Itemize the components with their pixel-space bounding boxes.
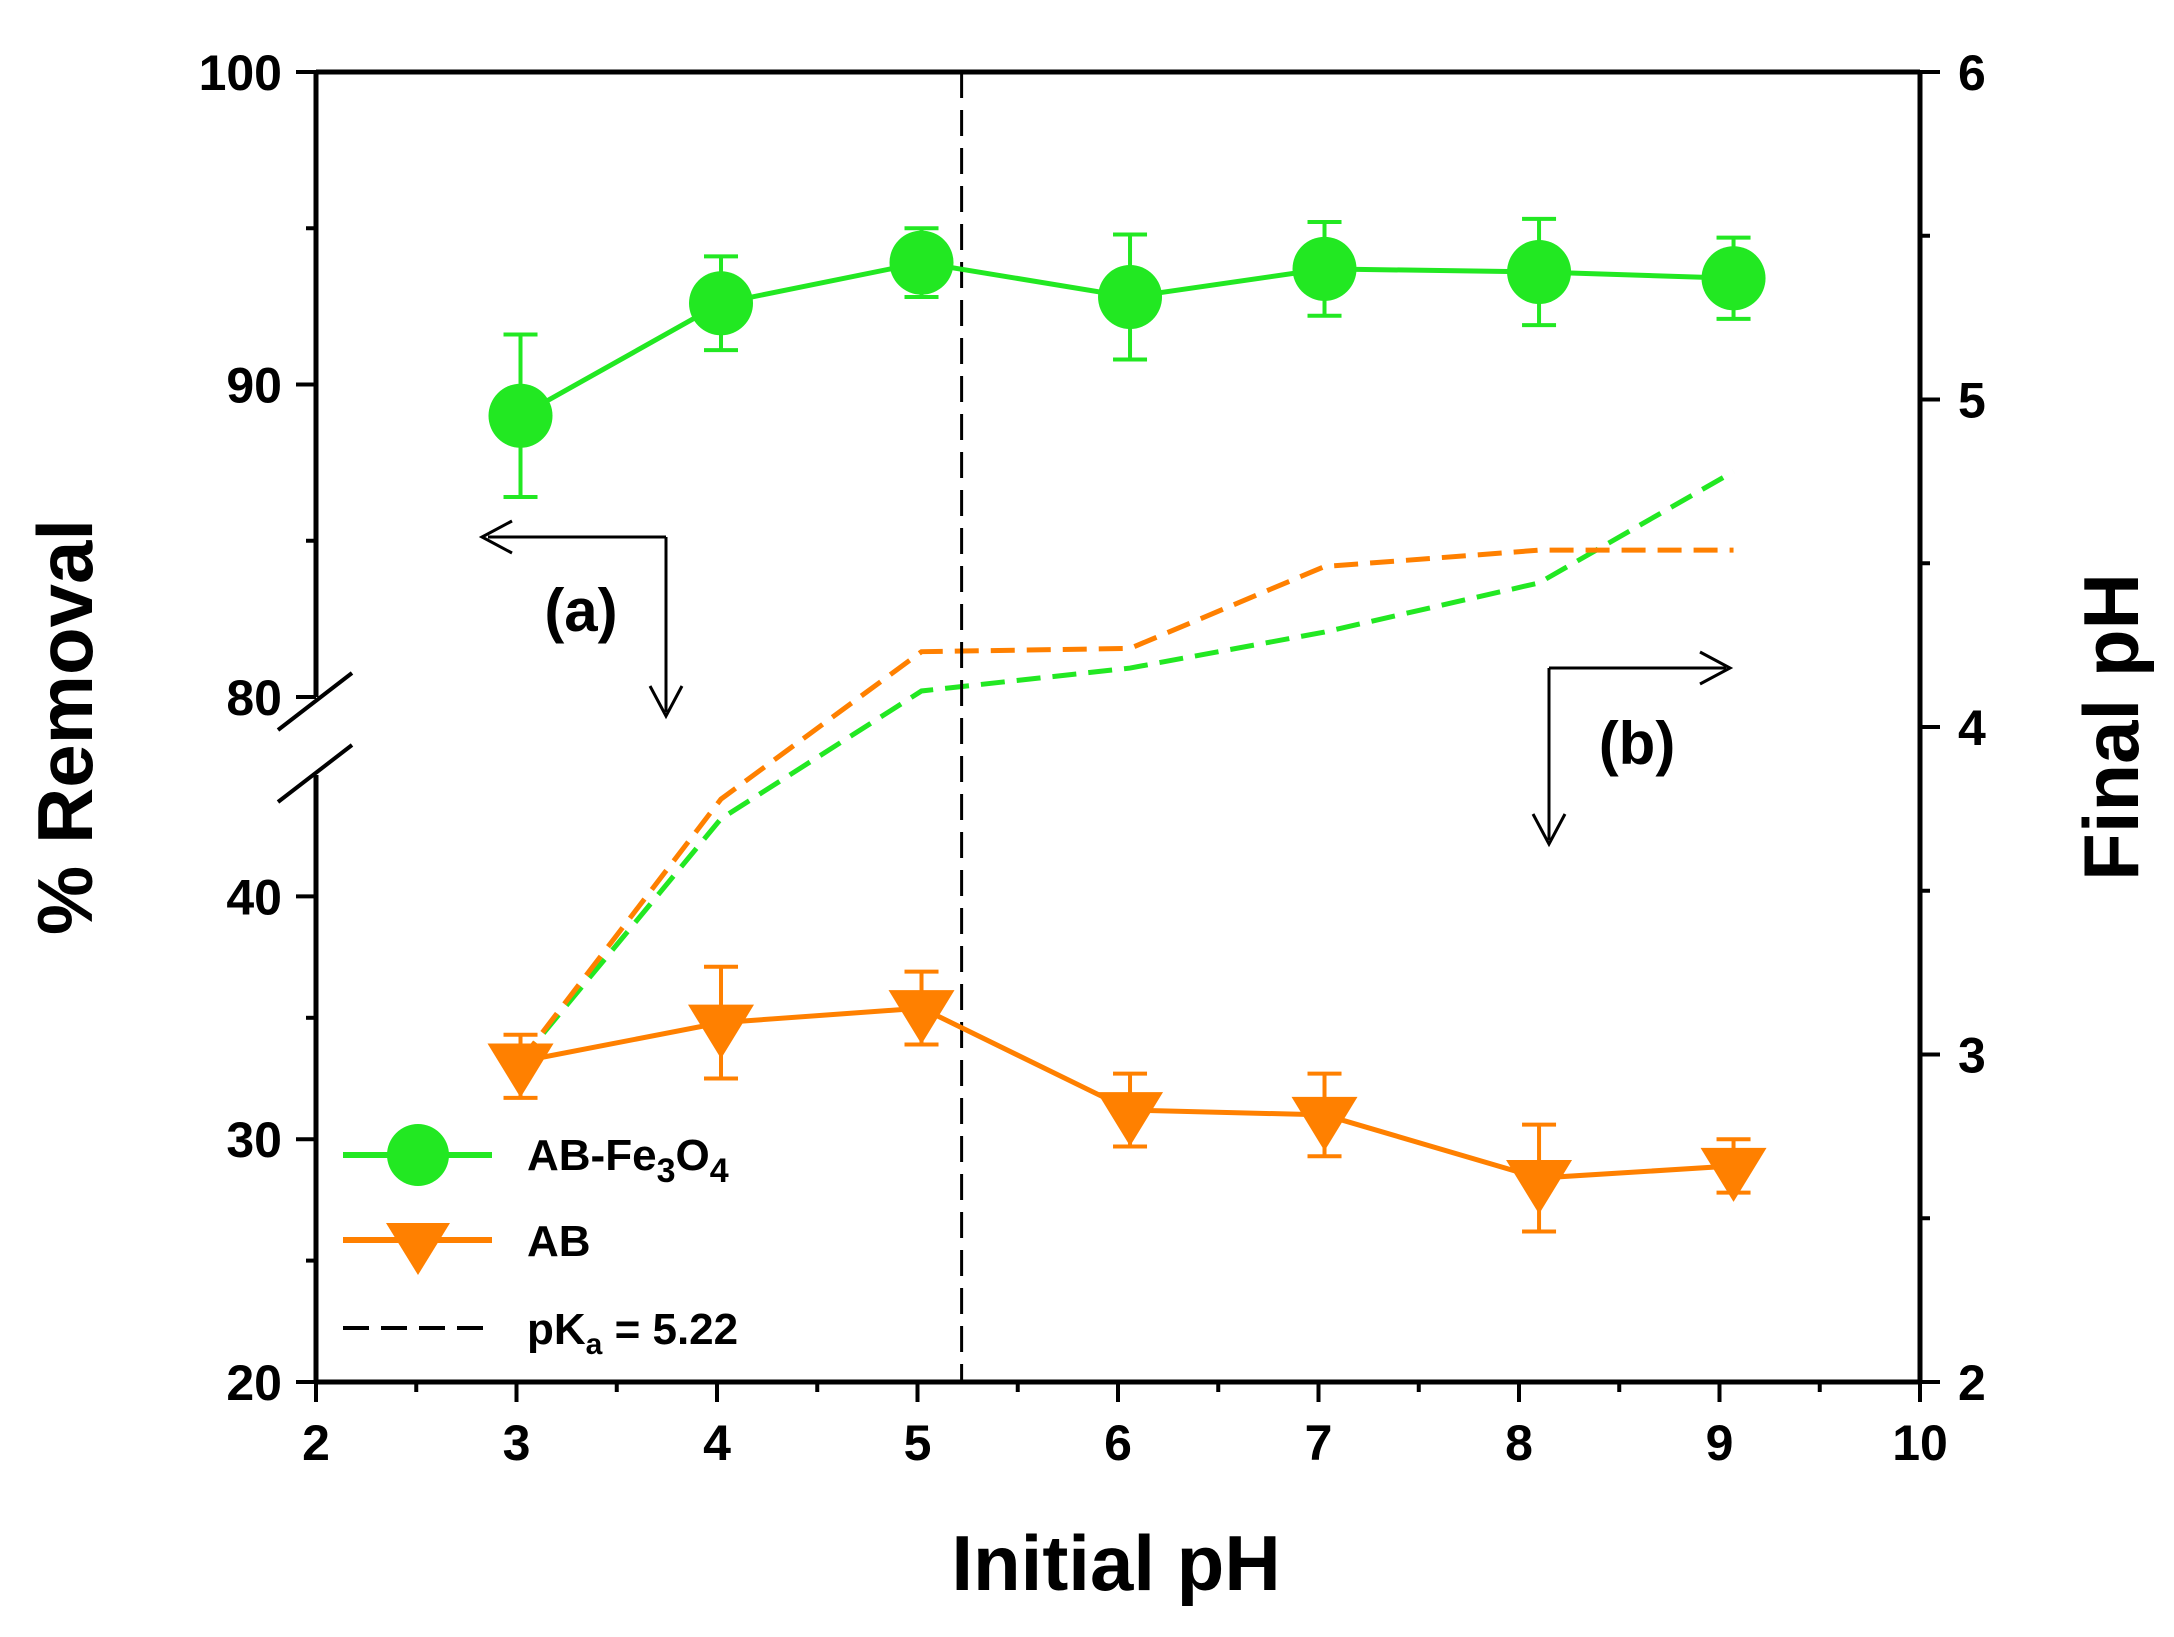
x-tick-label: 7 [1305,1415,1333,1471]
data-markers [487,230,1767,1215]
data-point-ab [487,1043,554,1098]
y-left-tick-label: 30 [226,1112,282,1168]
arrow-a-down-head [648,685,684,720]
left-axis-title: % Removal [21,519,109,935]
y-left-tick-label: 90 [226,358,282,414]
data-point-ab-fe3o4 [1507,240,1572,304]
legend-item-pka: pKa = 5.22 [343,1305,738,1361]
removal-lines [519,260,1734,1181]
x-tick-label: 10 [1892,1415,1948,1471]
annotation-a-label: (a) [544,577,617,644]
data-point-ab-fe3o4 [488,383,553,448]
legend-label-ab-fe3o4: AB-Fe3O4 [527,1131,729,1190]
y-right-tick-label: 4 [1958,700,1986,756]
legend-label-pka: pKa = 5.22 [527,1305,738,1361]
data-point-ab-fe3o4 [1292,236,1357,301]
data-point-ab [688,1004,755,1059]
y-left-tick-label: 80 [226,670,282,726]
x-tick-label: 8 [1505,1415,1533,1471]
axis-ticks [296,70,1940,1402]
x-tick-label: 5 [904,1415,932,1471]
annotation-a: (a) [478,519,684,720]
data-point-ab-fe3o4 [1701,246,1766,311]
error-bars [503,216,1751,1234]
final-ph-line [518,547,1734,1063]
y-right-tick-label: 5 [1958,373,1986,429]
y-left-tick-label: 40 [226,869,282,925]
y-left-tick-label: 20 [226,1355,282,1411]
axis-break-mark-lower [276,743,354,804]
y-right-tick-label: 6 [1958,45,1986,101]
data-point-ab [1097,1092,1164,1147]
data-point-ab-fe3o4 [889,230,954,295]
legend-label-ab: AB [527,1217,591,1266]
y-left-tick-label: 100 [199,45,282,101]
arrow-a-left-head [478,519,513,555]
annotation-b: (b) [1531,650,1734,848]
data-point-ab-fe3o4 [1098,265,1163,329]
annotation-b-label: (b) [1599,710,1676,777]
final-ph-line [518,469,1735,1063]
arrow-b-right-head [1699,650,1734,686]
y-right-tick-label: 3 [1958,1028,1986,1084]
right-axis-title: Final pH [2067,573,2155,881]
legend: AB-Fe3O4 AB pKa = 5.22 [343,1124,738,1361]
x-axis-title: Initial pH [951,1519,1280,1607]
x-tick-label: 4 [703,1415,731,1471]
x-tick-label: 2 [302,1415,330,1471]
final-ph-lines [518,469,1735,1063]
data-point-ab [1506,1160,1573,1215]
y-right-tick-label: 2 [1958,1355,1986,1411]
legend-marker-ab-fe3o4 [387,1124,449,1186]
tick-labels: 2 3 4 5 6 7 8 9 10 20 30 40 80 90 100 2 3 4 5 6 [199,45,1986,1471]
legend-marker-ab [386,1223,450,1275]
x-tick-label: 9 [1706,1415,1734,1471]
legend-item-ab-fe3o4: AB-Fe3O4 [343,1124,729,1190]
data-point-ab [888,990,955,1045]
data-point-ab [1291,1096,1358,1151]
arrow-b-down-head [1531,813,1567,848]
x-tick-label: 3 [503,1415,531,1471]
axis-break-mark-upper [276,671,354,732]
data-point-ab [1700,1147,1767,1202]
x-tick-label: 6 [1104,1415,1132,1471]
data-point-ab-fe3o4 [689,271,754,336]
legend-item-ab: AB [343,1217,591,1275]
